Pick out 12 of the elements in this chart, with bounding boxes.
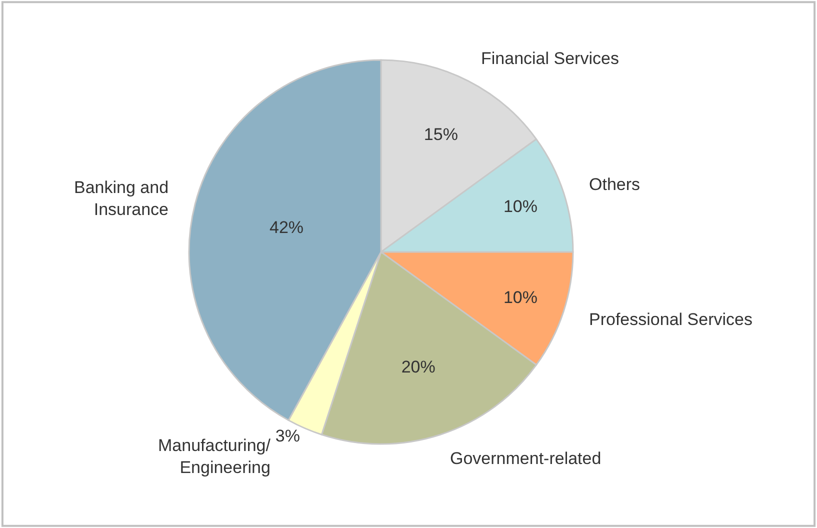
data-label: 10%: [503, 197, 538, 216]
slice-label: Banking and Insurance: [74, 178, 169, 220]
data-label: 3%: [275, 426, 300, 446]
slice-label: Financial Services: [481, 49, 619, 68]
slice-label: Others: [589, 175, 640, 194]
data-label: 10%: [503, 288, 538, 307]
slice-label: Manufacturing/ Engineering: [158, 436, 271, 478]
data-label: 20%: [401, 358, 436, 377]
slice-label: Professional Services: [589, 310, 752, 329]
slice-label: Government-related: [450, 449, 602, 468]
data-label: 42%: [270, 218, 304, 238]
data-label: 15%: [424, 124, 458, 144]
